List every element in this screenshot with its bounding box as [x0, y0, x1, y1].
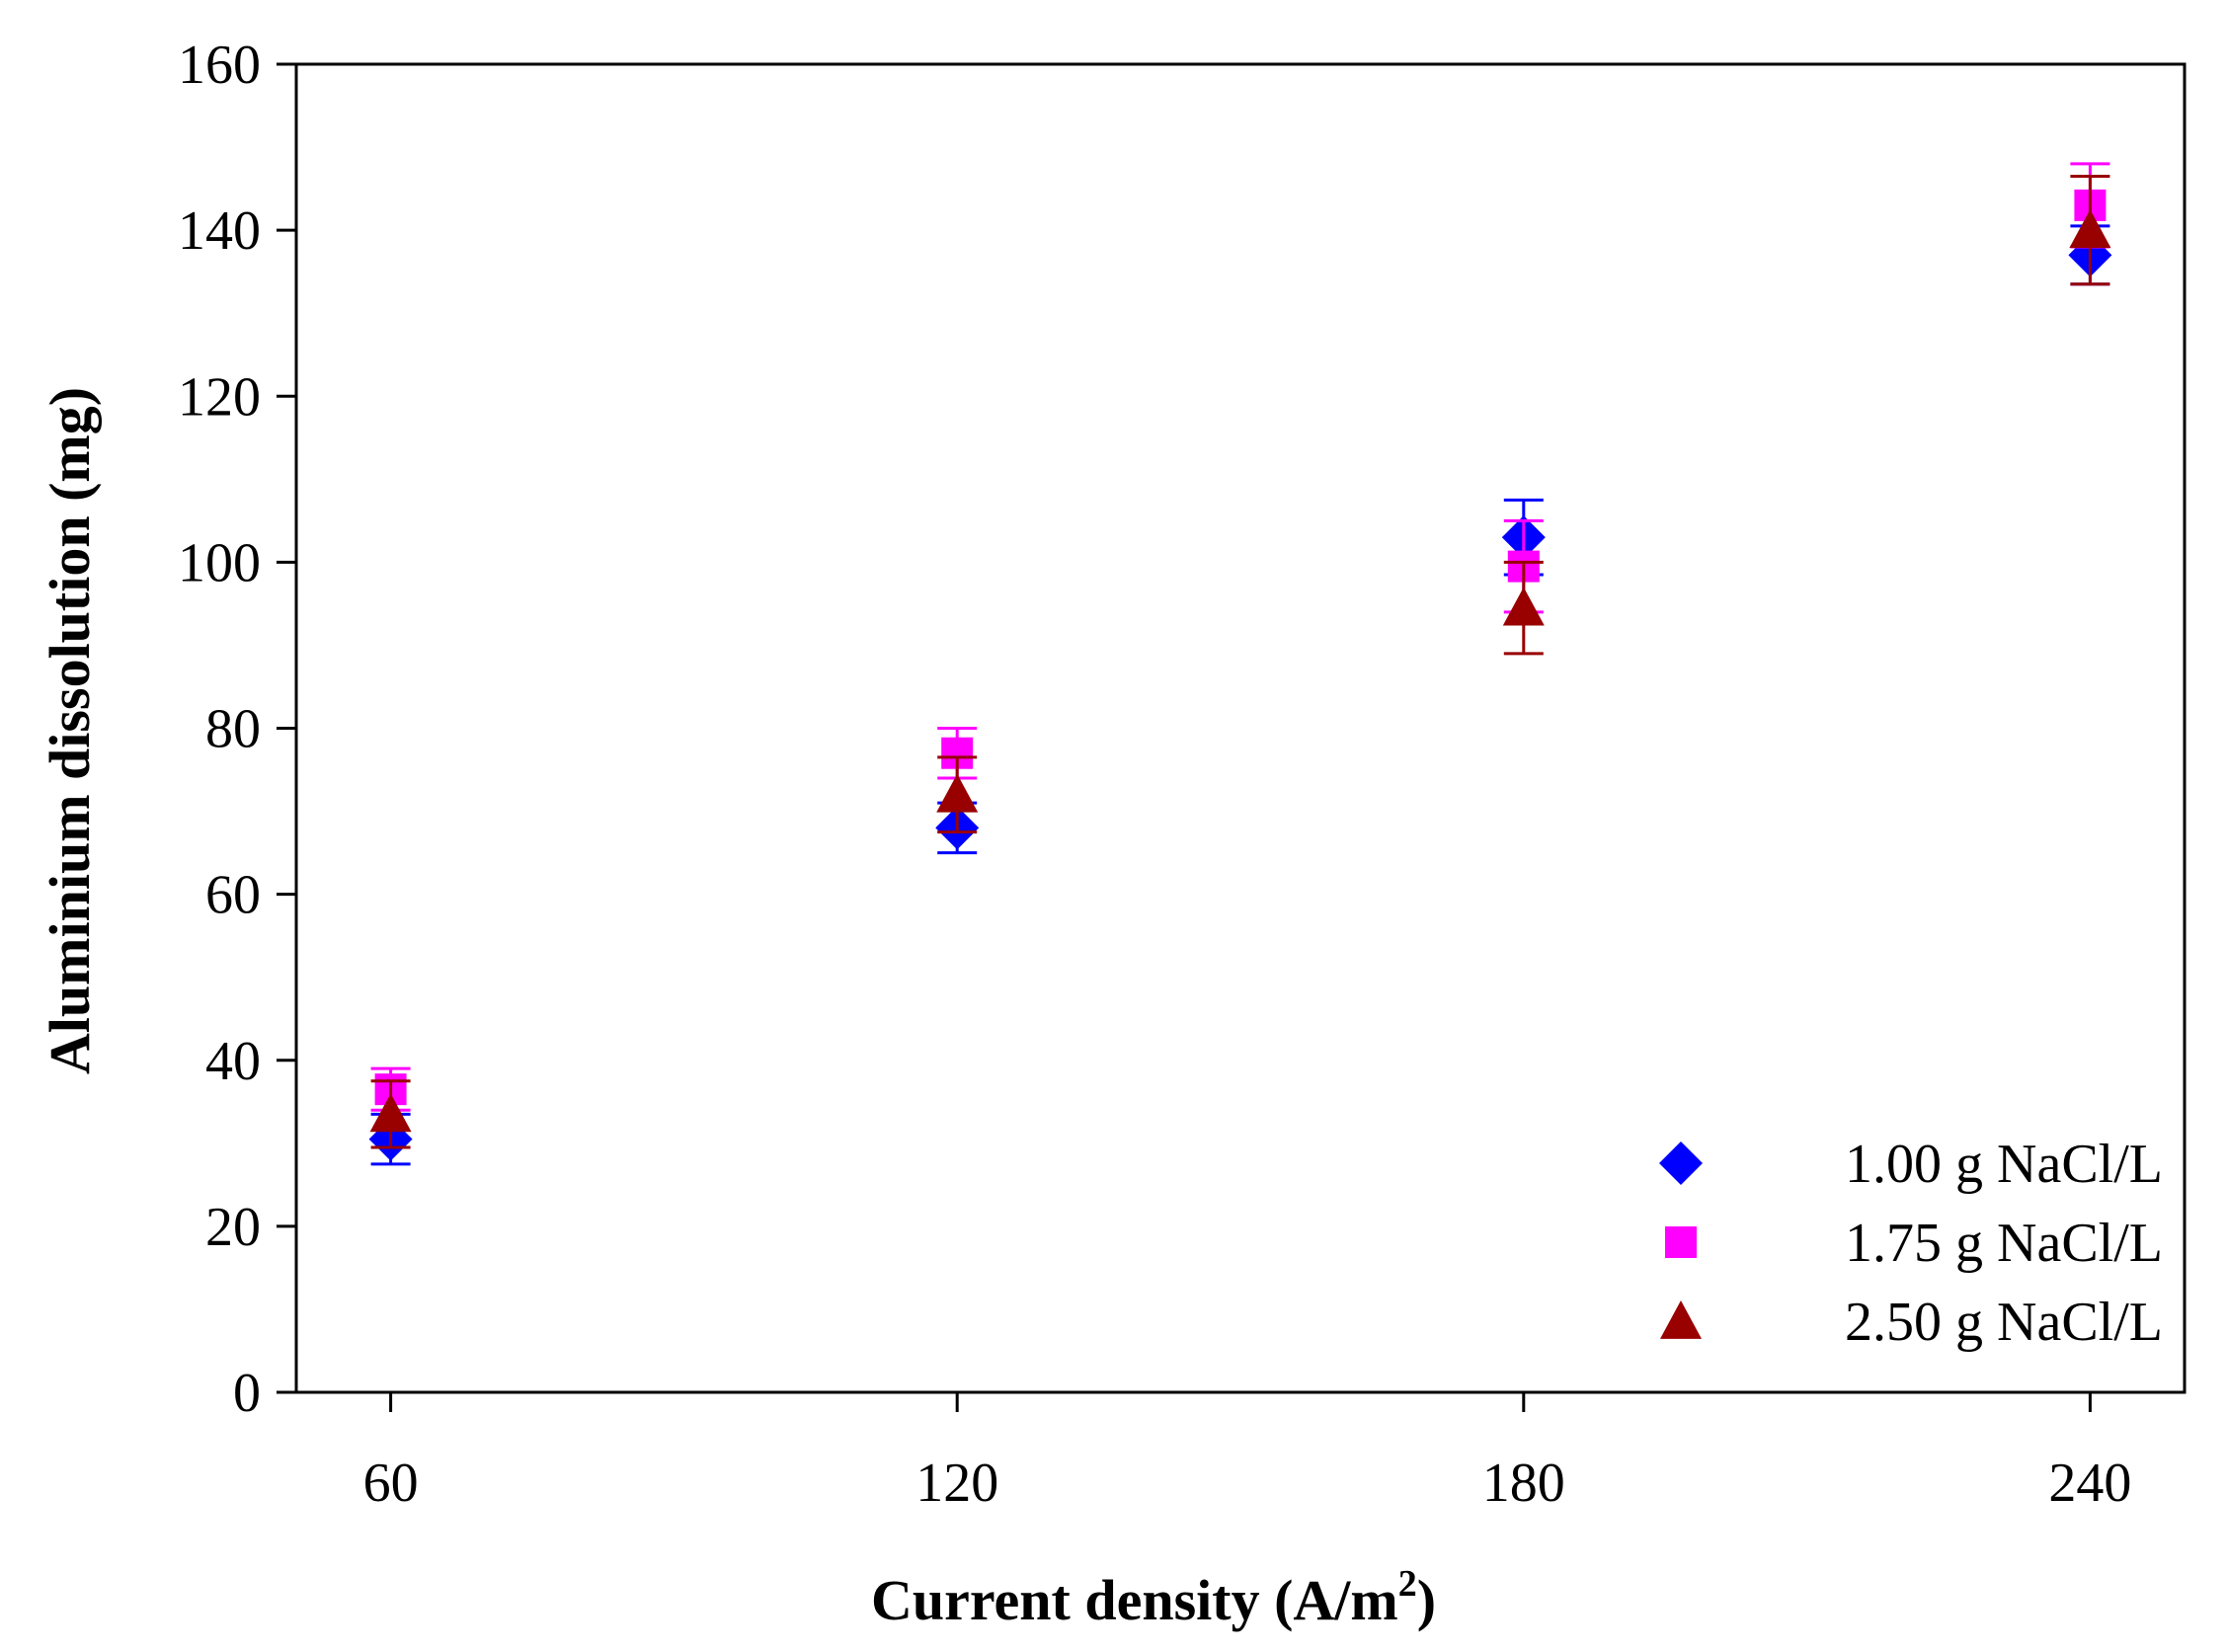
y-tick-label: 60 [205, 865, 261, 926]
legend-marker [1660, 1300, 1702, 1339]
x-tick-label: 240 [2048, 1453, 2131, 1514]
x-tick-label: 60 [363, 1453, 419, 1514]
y-axis-title: Aluminium dissolution (mg) [38, 387, 102, 1074]
y-tick-label: 100 [178, 532, 261, 593]
x-axis-title-superscript: 2 [1398, 1563, 1417, 1605]
series-layer [368, 162, 2112, 1166]
legend-marker [1665, 1226, 1697, 1258]
y-axis: 0 20 40 60 80 100 120 140 160 [178, 35, 296, 1424]
data-point [936, 773, 979, 813]
legend: 1.00 g NaCl/L 1.75 g NaCl/L 2.50 g NaCl/L [1659, 1134, 2163, 1353]
data-point [2069, 209, 2111, 248]
x-tick-label: 120 [915, 1453, 998, 1514]
y-tick-label: 160 [178, 35, 261, 96]
y-tick-label: 80 [205, 699, 261, 760]
y-tick-label: 20 [205, 1197, 261, 1258]
legend-item-3: 2.50 g NaCl/L [1660, 1292, 2163, 1353]
legend-label: 1.00 g NaCl/L [1845, 1134, 2163, 1195]
y-tick-label: 120 [178, 366, 261, 428]
y-tick-label: 40 [205, 1031, 261, 1092]
series-2 [370, 162, 2110, 1112]
y-tick-label: 140 [178, 200, 261, 262]
x-axis-title-main: Current density (A/m [871, 1568, 1398, 1632]
y-tick-label: 0 [233, 1363, 261, 1424]
series-1 [368, 224, 2112, 1166]
legend-label: 2.50 g NaCl/L [1845, 1292, 2163, 1353]
data-point [369, 1093, 412, 1133]
x-tick-label: 180 [1482, 1453, 1565, 1514]
legend-item-2: 1.75 g NaCl/L [1665, 1213, 2163, 1274]
legend-label: 1.75 g NaCl/L [1845, 1213, 2163, 1274]
x-axis-title-suffix: ) [1417, 1568, 1436, 1632]
x-axis-title: Current density (A/m2) [871, 1563, 1436, 1632]
x-axis: 60 120 180 240 [363, 1392, 2131, 1514]
data-point [1502, 587, 1545, 626]
legend-item-1: 1.00 g NaCl/L [1659, 1134, 2163, 1195]
legend-marker [1659, 1141, 1703, 1185]
series-3 [369, 174, 2111, 1149]
